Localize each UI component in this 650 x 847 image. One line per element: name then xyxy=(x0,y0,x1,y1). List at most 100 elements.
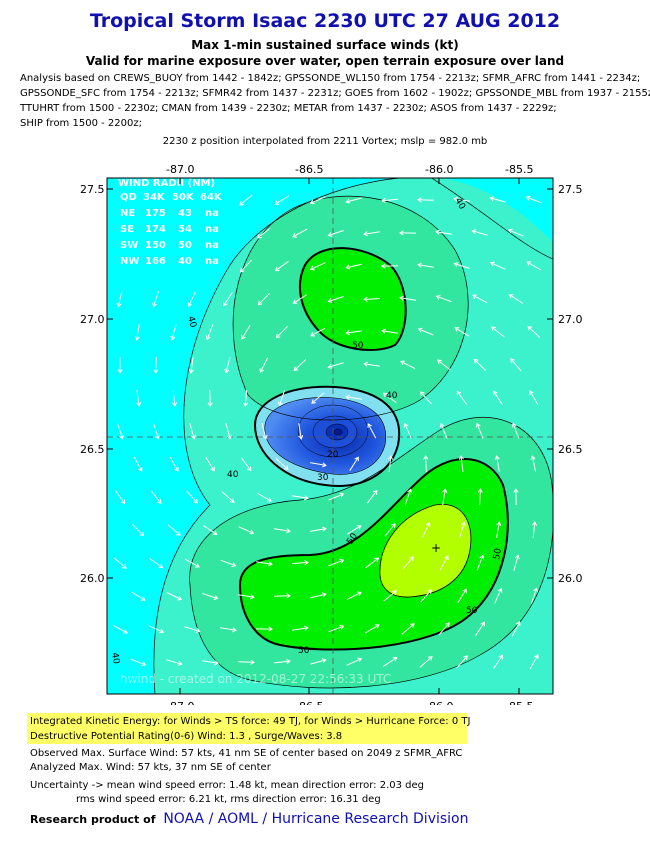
wind-arrow-head xyxy=(170,335,176,341)
wind-arrow xyxy=(425,455,427,473)
plot-frame xyxy=(106,177,554,695)
wind-arrow xyxy=(291,561,309,565)
wind-arrow-head xyxy=(363,231,368,237)
wind-arrow xyxy=(496,522,500,538)
wind-arrow xyxy=(383,392,397,404)
analysis-line: GPSSONDE_SFC from 1754 - 2213z; SFMR42 f… xyxy=(20,88,650,99)
wind-arrow-head xyxy=(194,563,200,568)
wind-arrow xyxy=(310,196,326,204)
lat-tick-label: 27.0 xyxy=(80,313,105,326)
wind-radii-cell: NE xyxy=(120,208,135,219)
wind-arrow-head xyxy=(327,363,333,369)
wind-arrow-head xyxy=(515,621,521,626)
band-60-70 xyxy=(379,503,472,598)
wind-arrow-head xyxy=(292,233,298,238)
wind-arrow xyxy=(511,621,521,637)
contour-label: 20 xyxy=(327,450,339,460)
contour-line xyxy=(153,178,405,694)
wind-arrow-head xyxy=(262,434,268,440)
wind-radii-header: 50K xyxy=(172,192,195,203)
wind-radii-cell: SW xyxy=(120,240,138,251)
wind-arrow-head xyxy=(266,497,272,502)
wind-arrow xyxy=(529,654,539,670)
ike-line: Integrated Kinetic Energy: for Winds > T… xyxy=(30,716,471,727)
wind-arrow xyxy=(279,390,285,406)
wind-arrow xyxy=(513,555,519,571)
wind-arrow xyxy=(240,457,252,471)
wind-arrow xyxy=(529,390,539,406)
wind-arrow-head xyxy=(529,390,534,396)
wind-arrow-head xyxy=(423,455,429,460)
wind-arrow-head xyxy=(268,626,273,632)
wind-arrow-head xyxy=(190,434,196,440)
wind-arrow-head xyxy=(210,466,215,472)
wind-arrow xyxy=(244,389,248,407)
destructive-potential-line: Destructive Potential Rating(0-6) Wind: … xyxy=(30,731,343,742)
wind-arrow xyxy=(202,593,218,599)
wind-arrow xyxy=(130,591,146,601)
lat-tick-label: 26.5 xyxy=(558,443,583,456)
wind-arrow xyxy=(133,456,143,472)
band-50-60-north xyxy=(298,247,407,351)
wind-arrow xyxy=(293,359,307,371)
wind-arrow-head xyxy=(339,558,345,564)
wind-arrow-head xyxy=(250,594,255,600)
lat-tick-label: 27.5 xyxy=(80,183,105,196)
wind-arrow xyxy=(188,291,196,307)
wind-arrow-head xyxy=(177,660,183,666)
wind-arrow-head xyxy=(327,298,333,303)
wind-arrow xyxy=(439,555,449,571)
credit-org-link[interactable]: NOAA / AOML / Hurricane Research Divisio… xyxy=(163,811,469,827)
wind-radii-cell: 150 xyxy=(145,240,166,251)
wind-arrow xyxy=(493,655,503,669)
wind-arrow-head xyxy=(195,627,201,633)
position-note: 2230 z position interpolated from 2211 V… xyxy=(162,136,488,147)
wind-arrow-head xyxy=(339,624,345,630)
wind-arrow xyxy=(310,593,326,599)
wind-arrow-head xyxy=(475,422,481,428)
wind-radii-cell: na xyxy=(205,256,219,267)
wind-arrow xyxy=(365,557,379,569)
wind-arrow-head xyxy=(345,330,350,336)
wind-arrow-head xyxy=(381,263,386,269)
wind-arrow-head xyxy=(392,590,397,595)
wind-arrow-head xyxy=(357,657,363,663)
wind-arrow xyxy=(475,622,485,636)
wind-arrow xyxy=(238,526,254,534)
wind-arrow xyxy=(442,489,446,505)
wind-arrow xyxy=(148,625,164,633)
analyzed-max-wind: Analyzed Max. Wind: 57 kts, 37 nm SE of … xyxy=(30,762,271,773)
wind-arrow xyxy=(169,456,179,472)
wind-arrow xyxy=(328,296,344,302)
wind-arrow-head xyxy=(463,655,468,660)
contour-line xyxy=(189,416,553,689)
wind-arrow xyxy=(383,590,397,602)
wind-arrow-head xyxy=(399,230,404,236)
wind-arrow xyxy=(512,423,520,439)
wind-arrow xyxy=(132,523,144,537)
wind-arrow xyxy=(527,326,541,338)
wind-arrow-head xyxy=(496,521,502,526)
lon-tick-label: -86.0 xyxy=(425,163,453,176)
wind-arrow-head xyxy=(207,402,213,407)
wind-arrow-head xyxy=(241,334,246,340)
wind-arrow-head xyxy=(187,302,193,308)
wind-arrow xyxy=(259,357,269,373)
wind-arrow xyxy=(310,262,326,270)
wind-arrow xyxy=(292,228,308,238)
wind-arrow-head xyxy=(445,622,450,627)
wind-arrow-head xyxy=(205,335,211,341)
wind-arrow-head xyxy=(357,591,362,597)
wind-arrow xyxy=(419,656,433,668)
wind-arrow xyxy=(117,423,123,439)
wind-arrow-head xyxy=(304,560,309,566)
wind-arrow-head xyxy=(278,401,283,407)
wind-arrow-head xyxy=(374,624,380,629)
contour-label: 50 xyxy=(492,547,504,560)
wind-arrow xyxy=(220,559,236,567)
wind-arrow xyxy=(114,490,126,504)
wind-arrow xyxy=(510,358,522,372)
wind-arrow xyxy=(223,292,233,306)
wind-arrow-head xyxy=(139,531,145,537)
wind-arrow xyxy=(292,627,308,631)
